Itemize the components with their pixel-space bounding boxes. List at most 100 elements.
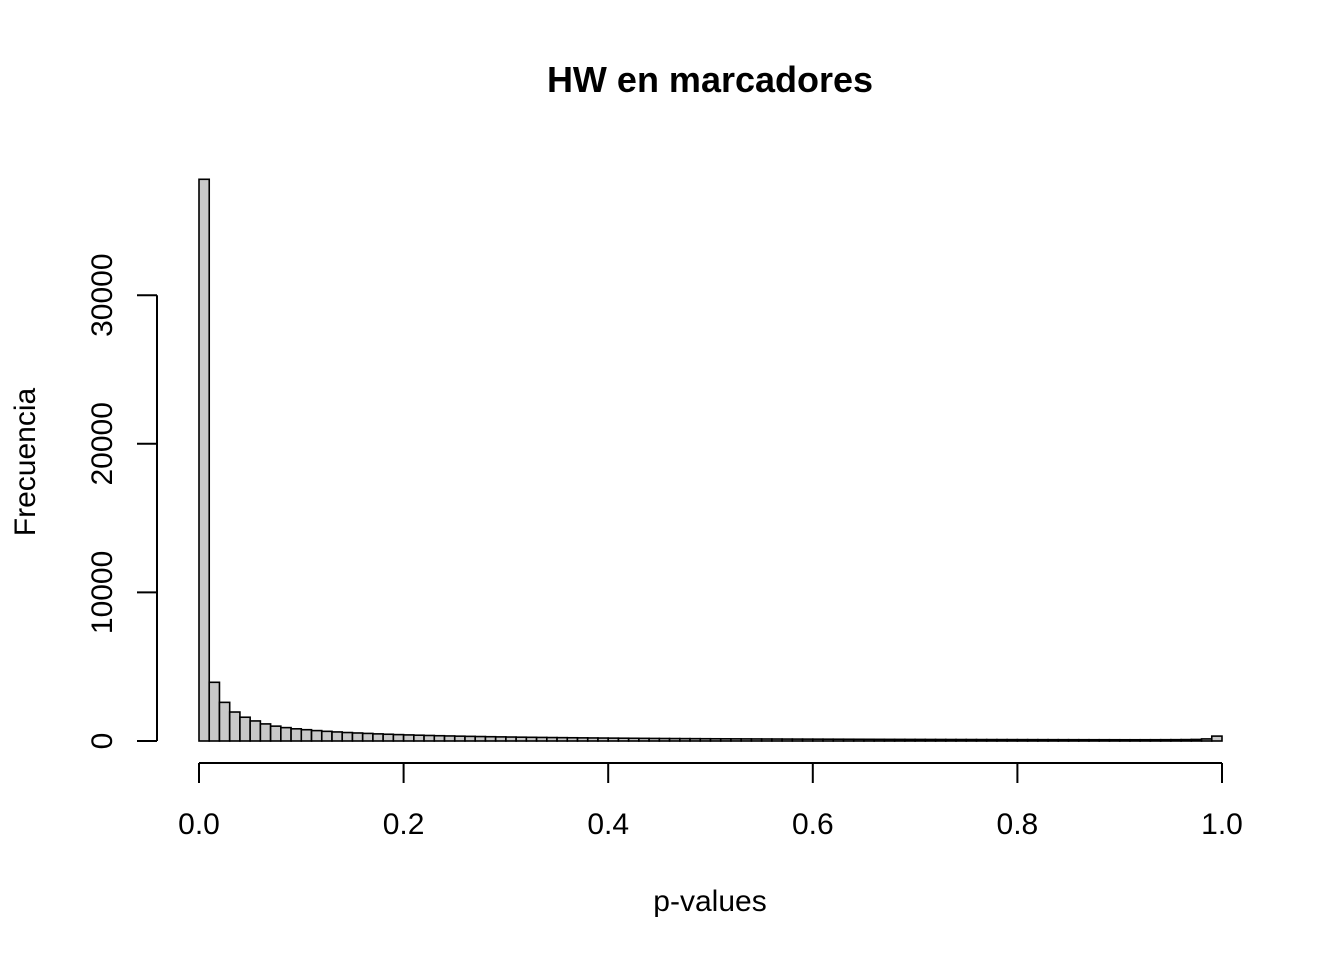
- histogram-bar: [1108, 738, 1121, 742]
- histogram-bar: [443, 735, 456, 742]
- x-tick-label: 0.4: [587, 808, 629, 841]
- histogram-bar: [832, 738, 845, 742]
- histogram-bar: [668, 737, 681, 742]
- histogram-bar: [392, 733, 405, 742]
- histogram-bar: [893, 738, 906, 742]
- histogram-bar: [1159, 738, 1172, 742]
- histogram-bar: [699, 737, 712, 742]
- histogram-bar: [320, 730, 333, 742]
- histogram-bar: [1180, 738, 1193, 742]
- histogram-bar: [423, 734, 436, 742]
- histogram-bar: [811, 738, 824, 742]
- histogram-bar: [944, 738, 957, 742]
- histogram-bar: [1037, 738, 1049, 742]
- histogram-bar: [924, 738, 937, 742]
- histogram-bar: [280, 726, 292, 742]
- histogram-bar: [842, 738, 855, 742]
- x-tick-label: 0.0: [178, 808, 220, 841]
- chart-title: HW en marcadores: [547, 59, 873, 100]
- histogram-bar: [586, 737, 599, 742]
- histogram-bar: [679, 737, 691, 742]
- histogram-bar: [1098, 738, 1111, 742]
- histogram-bar: [740, 738, 753, 742]
- histogram-bar: [607, 737, 620, 742]
- histogram-bar: [904, 738, 916, 742]
- histogram-bar: [934, 738, 947, 742]
- histogram-bar: [801, 738, 814, 742]
- histogram-bar: [228, 711, 241, 742]
- histogram-bar: [658, 737, 671, 742]
- x-tick-label: 0.6: [792, 808, 834, 841]
- histogram-bar: [1149, 738, 1162, 742]
- histogram-bar: [1047, 738, 1060, 742]
- y-tick-label: 0: [86, 733, 119, 750]
- histogram-bar: [208, 681, 221, 742]
- histogram-bar: [1077, 738, 1090, 742]
- histogram-bar: [852, 738, 865, 742]
- histogram-bar: [474, 735, 487, 742]
- bars-group: [198, 178, 1223, 742]
- histogram-bar: [566, 736, 579, 742]
- histogram-bar: [1139, 738, 1152, 742]
- x-tick-label: 0.8: [997, 808, 1039, 841]
- histogram-bar: [402, 734, 415, 742]
- x-axis-label: p-values: [653, 885, 766, 918]
- histogram-bar: [985, 738, 998, 742]
- histogram-bar: [719, 738, 732, 742]
- histogram-bar: [1190, 738, 1203, 742]
- histogram-bar: [494, 736, 507, 742]
- histogram-bar: [975, 738, 988, 742]
- histogram-bar: [873, 738, 886, 742]
- histogram-bar: [259, 723, 272, 742]
- histogram-bar: [822, 738, 835, 742]
- histogram-bar: [351, 732, 364, 742]
- histogram-bar: [198, 178, 211, 742]
- histogram-bar: [556, 736, 569, 742]
- y-tick-label: 30000: [86, 253, 119, 336]
- histogram-bar: [648, 737, 661, 742]
- y-axis: 0 10000 20000 30000: [86, 253, 158, 750]
- histogram-bar: [771, 738, 783, 742]
- histogram-bar: [1067, 738, 1080, 742]
- histogram-bar: [1129, 738, 1141, 742]
- histogram-bar: [627, 737, 640, 742]
- histogram-bar: [382, 733, 395, 742]
- x-tick-label: 1.0: [1201, 808, 1243, 841]
- histogram-bar: [361, 732, 374, 742]
- histogram-bar: [433, 734, 446, 742]
- histogram-bar: [965, 738, 978, 742]
- histogram-bar: [791, 738, 804, 742]
- histogram-bar: [218, 701, 231, 742]
- histogram-bar: [525, 736, 538, 742]
- histogram-bar: [617, 737, 630, 742]
- histogram-bar: [1118, 738, 1131, 742]
- histogram-bar: [750, 738, 763, 742]
- histogram-bar: [372, 733, 384, 742]
- histogram-bar: [689, 737, 702, 742]
- histogram-bar: [1088, 738, 1101, 742]
- histogram-bar: [760, 738, 773, 742]
- histogram-bar: [1026, 738, 1039, 742]
- histogram-bar: [597, 737, 609, 742]
- y-tick-label: 20000: [86, 402, 119, 485]
- histogram-bar: [310, 729, 323, 742]
- histogram-bar: [1006, 738, 1019, 742]
- histogram-bar: [1170, 738, 1182, 742]
- histogram-bar: [546, 736, 558, 742]
- histogram-bar: [331, 731, 344, 742]
- histogram-bar: [576, 737, 589, 742]
- histogram-bar: [638, 737, 650, 742]
- x-axis: 0.0 0.2 0.4 0.6 0.8 1.0: [178, 762, 1243, 841]
- histogram-bar: [269, 725, 282, 742]
- y-tick-label: 10000: [86, 551, 119, 634]
- histogram-bar: [955, 738, 968, 742]
- histogram-bar: [239, 716, 251, 742]
- histogram-bar: [914, 738, 927, 742]
- histogram-bar: [249, 720, 262, 742]
- histogram-bar: [1057, 738, 1070, 742]
- histogram-bar: [883, 738, 896, 742]
- histogram-bar: [341, 731, 354, 742]
- x-tick-label: 0.2: [383, 808, 425, 841]
- histogram-bar: [709, 737, 722, 742]
